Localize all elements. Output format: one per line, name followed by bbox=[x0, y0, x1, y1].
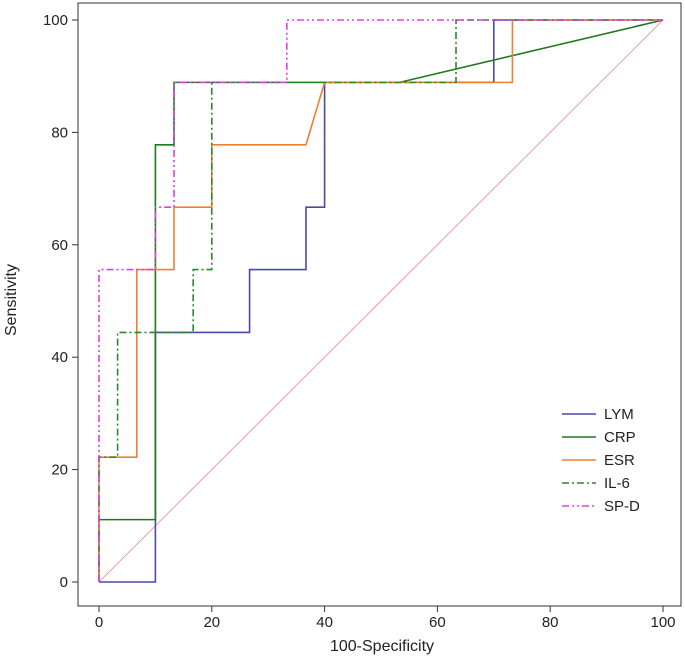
legend-label-crp: CRP bbox=[604, 429, 636, 446]
reference-layer bbox=[98, 19, 664, 583]
y-tick-label-20: 20 bbox=[51, 462, 68, 479]
y-tick-label-40: 40 bbox=[51, 349, 68, 366]
legend: LYM CRP ESR IL-6 SP-D bbox=[562, 406, 640, 515]
y-axis-title: Sensitivity bbox=[3, 264, 20, 336]
series-line-esr bbox=[98, 19, 663, 582]
reference-diagonal-line bbox=[98, 19, 664, 583]
series-layer bbox=[98, 19, 664, 583]
x-axis-title: 100-Specificity bbox=[330, 638, 434, 655]
x-tick-label-80: 80 bbox=[542, 614, 559, 631]
x-tick-label-0: 0 bbox=[95, 614, 103, 631]
plot-frame bbox=[77, 2, 682, 607]
series-line-sp-d bbox=[98, 19, 663, 582]
x-tick-label-100: 100 bbox=[650, 614, 675, 631]
legend-label-sp-d: SP-D bbox=[604, 498, 640, 515]
y-tick-label-80: 80 bbox=[51, 124, 68, 141]
y-tick-label-60: 60 bbox=[51, 237, 68, 254]
x-tick-label-20: 20 bbox=[203, 614, 220, 631]
y-tick-label-0: 0 bbox=[60, 574, 68, 591]
series-line-il-6 bbox=[98, 19, 663, 582]
x-tick-label-40: 40 bbox=[316, 614, 333, 631]
y-axis: 0 20 40 60 80 100 bbox=[43, 12, 78, 591]
y-tick-label-100: 100 bbox=[43, 12, 68, 29]
legend-label-il-6: IL-6 bbox=[604, 475, 630, 492]
legend-label-esr: ESR bbox=[604, 452, 635, 469]
x-axis: 0 20 40 60 80 100 bbox=[95, 606, 676, 631]
x-tick-label-60: 60 bbox=[429, 614, 446, 631]
legend-label-lym: LYM bbox=[604, 406, 634, 423]
